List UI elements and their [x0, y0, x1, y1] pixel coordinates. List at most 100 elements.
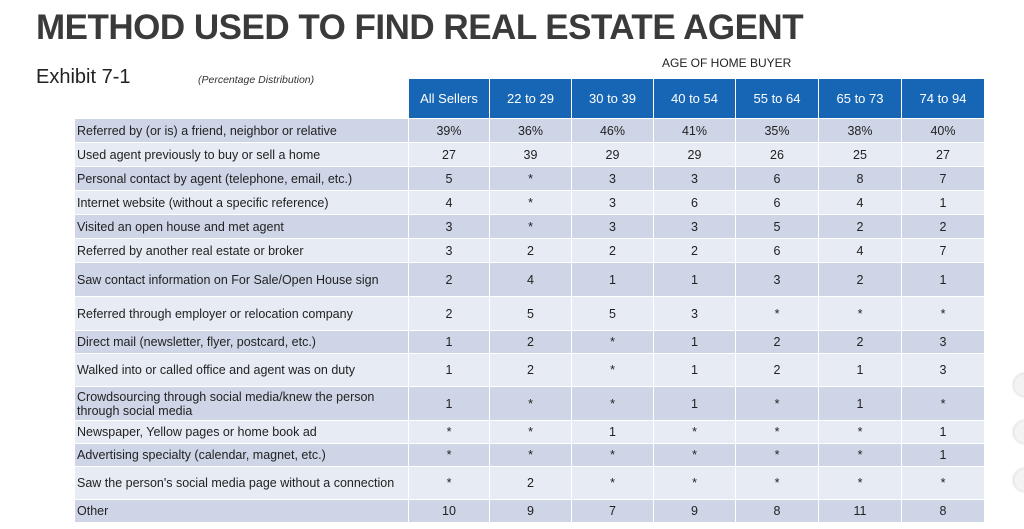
- table-cell: 3: [735, 262, 819, 297]
- table-cell: 27: [901, 142, 985, 167]
- table-cell: *: [489, 190, 572, 215]
- header-row: All Sellers 22 to 29 30 to 39 40 to 54 55 to…: [75, 79, 985, 119]
- table-row: Newspaper, Yellow pages or home book ad *…: [74, 420, 985, 444]
- table-cell: *: [901, 296, 985, 331]
- row-label: Walked into or called office and agent w…: [74, 353, 409, 387]
- table-cell: 1: [408, 353, 490, 387]
- table-cell: 2: [489, 330, 572, 354]
- table-cell: 2: [735, 330, 819, 354]
- table-cell: 9: [653, 499, 736, 523]
- table-cell: *: [901, 386, 985, 421]
- exhibit-label: Exhibit 7-1: [36, 66, 131, 88]
- table-cell: 1: [408, 330, 490, 354]
- table-cell: 2: [735, 353, 819, 387]
- table-cell: 2: [818, 214, 902, 239]
- row-label: Advertising specialty (calendar, magnet,…: [74, 443, 409, 467]
- table-cell: 1: [818, 386, 902, 421]
- column-header: 40 to 54: [653, 79, 736, 119]
- column-header: 55 to 64: [735, 79, 819, 119]
- floating-button[interactable]: [1014, 421, 1024, 443]
- group-header: AGE OF HOME BUYER: [662, 56, 792, 70]
- floating-button[interactable]: [1014, 469, 1024, 491]
- table-cell: 2: [901, 214, 985, 239]
- column-header: 30 to 39: [571, 79, 654, 119]
- table-cell: 1: [901, 420, 985, 444]
- subtitle: (Percentage Distribution): [198, 74, 315, 86]
- table-cell: 2: [818, 330, 902, 354]
- header-blank: [75, 79, 409, 119]
- table-cell: 3: [653, 296, 736, 331]
- table-body: Referred by (or is) a friend, neighbor o…: [74, 118, 985, 523]
- table-cell: *: [818, 466, 902, 500]
- row-label: Referred by another real estate or broke…: [74, 238, 409, 263]
- table-cell: 2: [489, 353, 572, 387]
- table-cell: 1: [408, 386, 490, 421]
- table-cell: 1: [901, 190, 985, 215]
- table-cell: 2: [571, 238, 654, 263]
- page-title: METHOD USED TO FIND REAL ESTATE AGENT: [36, 8, 804, 47]
- table-cell: 1: [901, 262, 985, 297]
- table-cell: *: [571, 353, 654, 387]
- table-cell: 4: [818, 190, 902, 215]
- table-cell: 3: [901, 353, 985, 387]
- table-cell: 6: [735, 238, 819, 263]
- floating-button[interactable]: [1014, 374, 1024, 396]
- table-cell: 3: [571, 214, 654, 239]
- table-row: Crowdsourcing through social media/knew …: [74, 386, 985, 421]
- table-cell: 36%: [489, 118, 572, 143]
- table-cell: 5: [735, 214, 819, 239]
- table-row: Referred by (or is) a friend, neighbor o…: [74, 118, 985, 143]
- table-cell: 26: [735, 142, 819, 167]
- table-row: Saw the person's social media page witho…: [74, 466, 985, 500]
- table-cell: 2: [489, 466, 572, 500]
- data-table: All Sellers 22 to 29 30 to 39 40 to 54 55 to…: [74, 79, 985, 523]
- table-cell: *: [735, 466, 819, 500]
- table-cell: *: [489, 386, 572, 421]
- table-cell: 4: [489, 262, 572, 297]
- table-cell: 4: [818, 238, 902, 263]
- table-cell: 7: [901, 238, 985, 263]
- table-cell: 40%: [901, 118, 985, 143]
- row-label: Referred through employer or relocation …: [74, 296, 409, 331]
- table-cell: 8: [735, 499, 819, 523]
- row-label: Saw the person's social media page witho…: [74, 466, 409, 500]
- table-cell: *: [818, 296, 902, 331]
- table-cell: 7: [901, 166, 985, 191]
- table-cell: 7: [571, 499, 654, 523]
- row-label: Direct mail (newsletter, flyer, postcard…: [74, 330, 409, 354]
- table-cell: *: [818, 443, 902, 467]
- table-row: Referred by another real estate or broke…: [74, 238, 985, 263]
- table-cell: 3: [571, 166, 654, 191]
- table-cell: *: [735, 296, 819, 331]
- table-cell: 2: [818, 262, 902, 297]
- table-cell: *: [489, 214, 572, 239]
- table-cell: 6: [735, 190, 819, 215]
- table-cell: 1: [653, 353, 736, 387]
- table-cell: 25: [818, 142, 902, 167]
- table-cell: 3: [653, 214, 736, 239]
- table-cell: *: [653, 466, 736, 500]
- row-label: Saw contact information on For Sale/Open…: [74, 262, 409, 297]
- table-cell: *: [408, 443, 490, 467]
- table-cell: *: [408, 466, 490, 500]
- table-cell: 10: [408, 499, 490, 523]
- table-cell: *: [735, 420, 819, 444]
- column-header: 74 to 94: [901, 79, 985, 119]
- table-cell: 35%: [735, 118, 819, 143]
- table-cell: 3: [408, 238, 490, 263]
- table-cell: *: [735, 386, 819, 421]
- table-row: Saw contact information on For Sale/Open…: [74, 262, 985, 297]
- table-cell: 8: [818, 166, 902, 191]
- table-cell: 2: [489, 238, 572, 263]
- table-cell: *: [818, 420, 902, 444]
- column-header: All Sellers: [408, 79, 490, 119]
- table-cell: 2: [408, 296, 490, 331]
- table-cell: 39: [489, 142, 572, 167]
- table-cell: 3: [408, 214, 490, 239]
- table-cell: *: [408, 420, 490, 444]
- row-label: Used agent previously to buy or sell a h…: [74, 142, 409, 167]
- table-cell: 3: [901, 330, 985, 354]
- table-cell: *: [489, 443, 572, 467]
- table-cell: 1: [901, 443, 985, 467]
- table-cell: *: [901, 466, 985, 500]
